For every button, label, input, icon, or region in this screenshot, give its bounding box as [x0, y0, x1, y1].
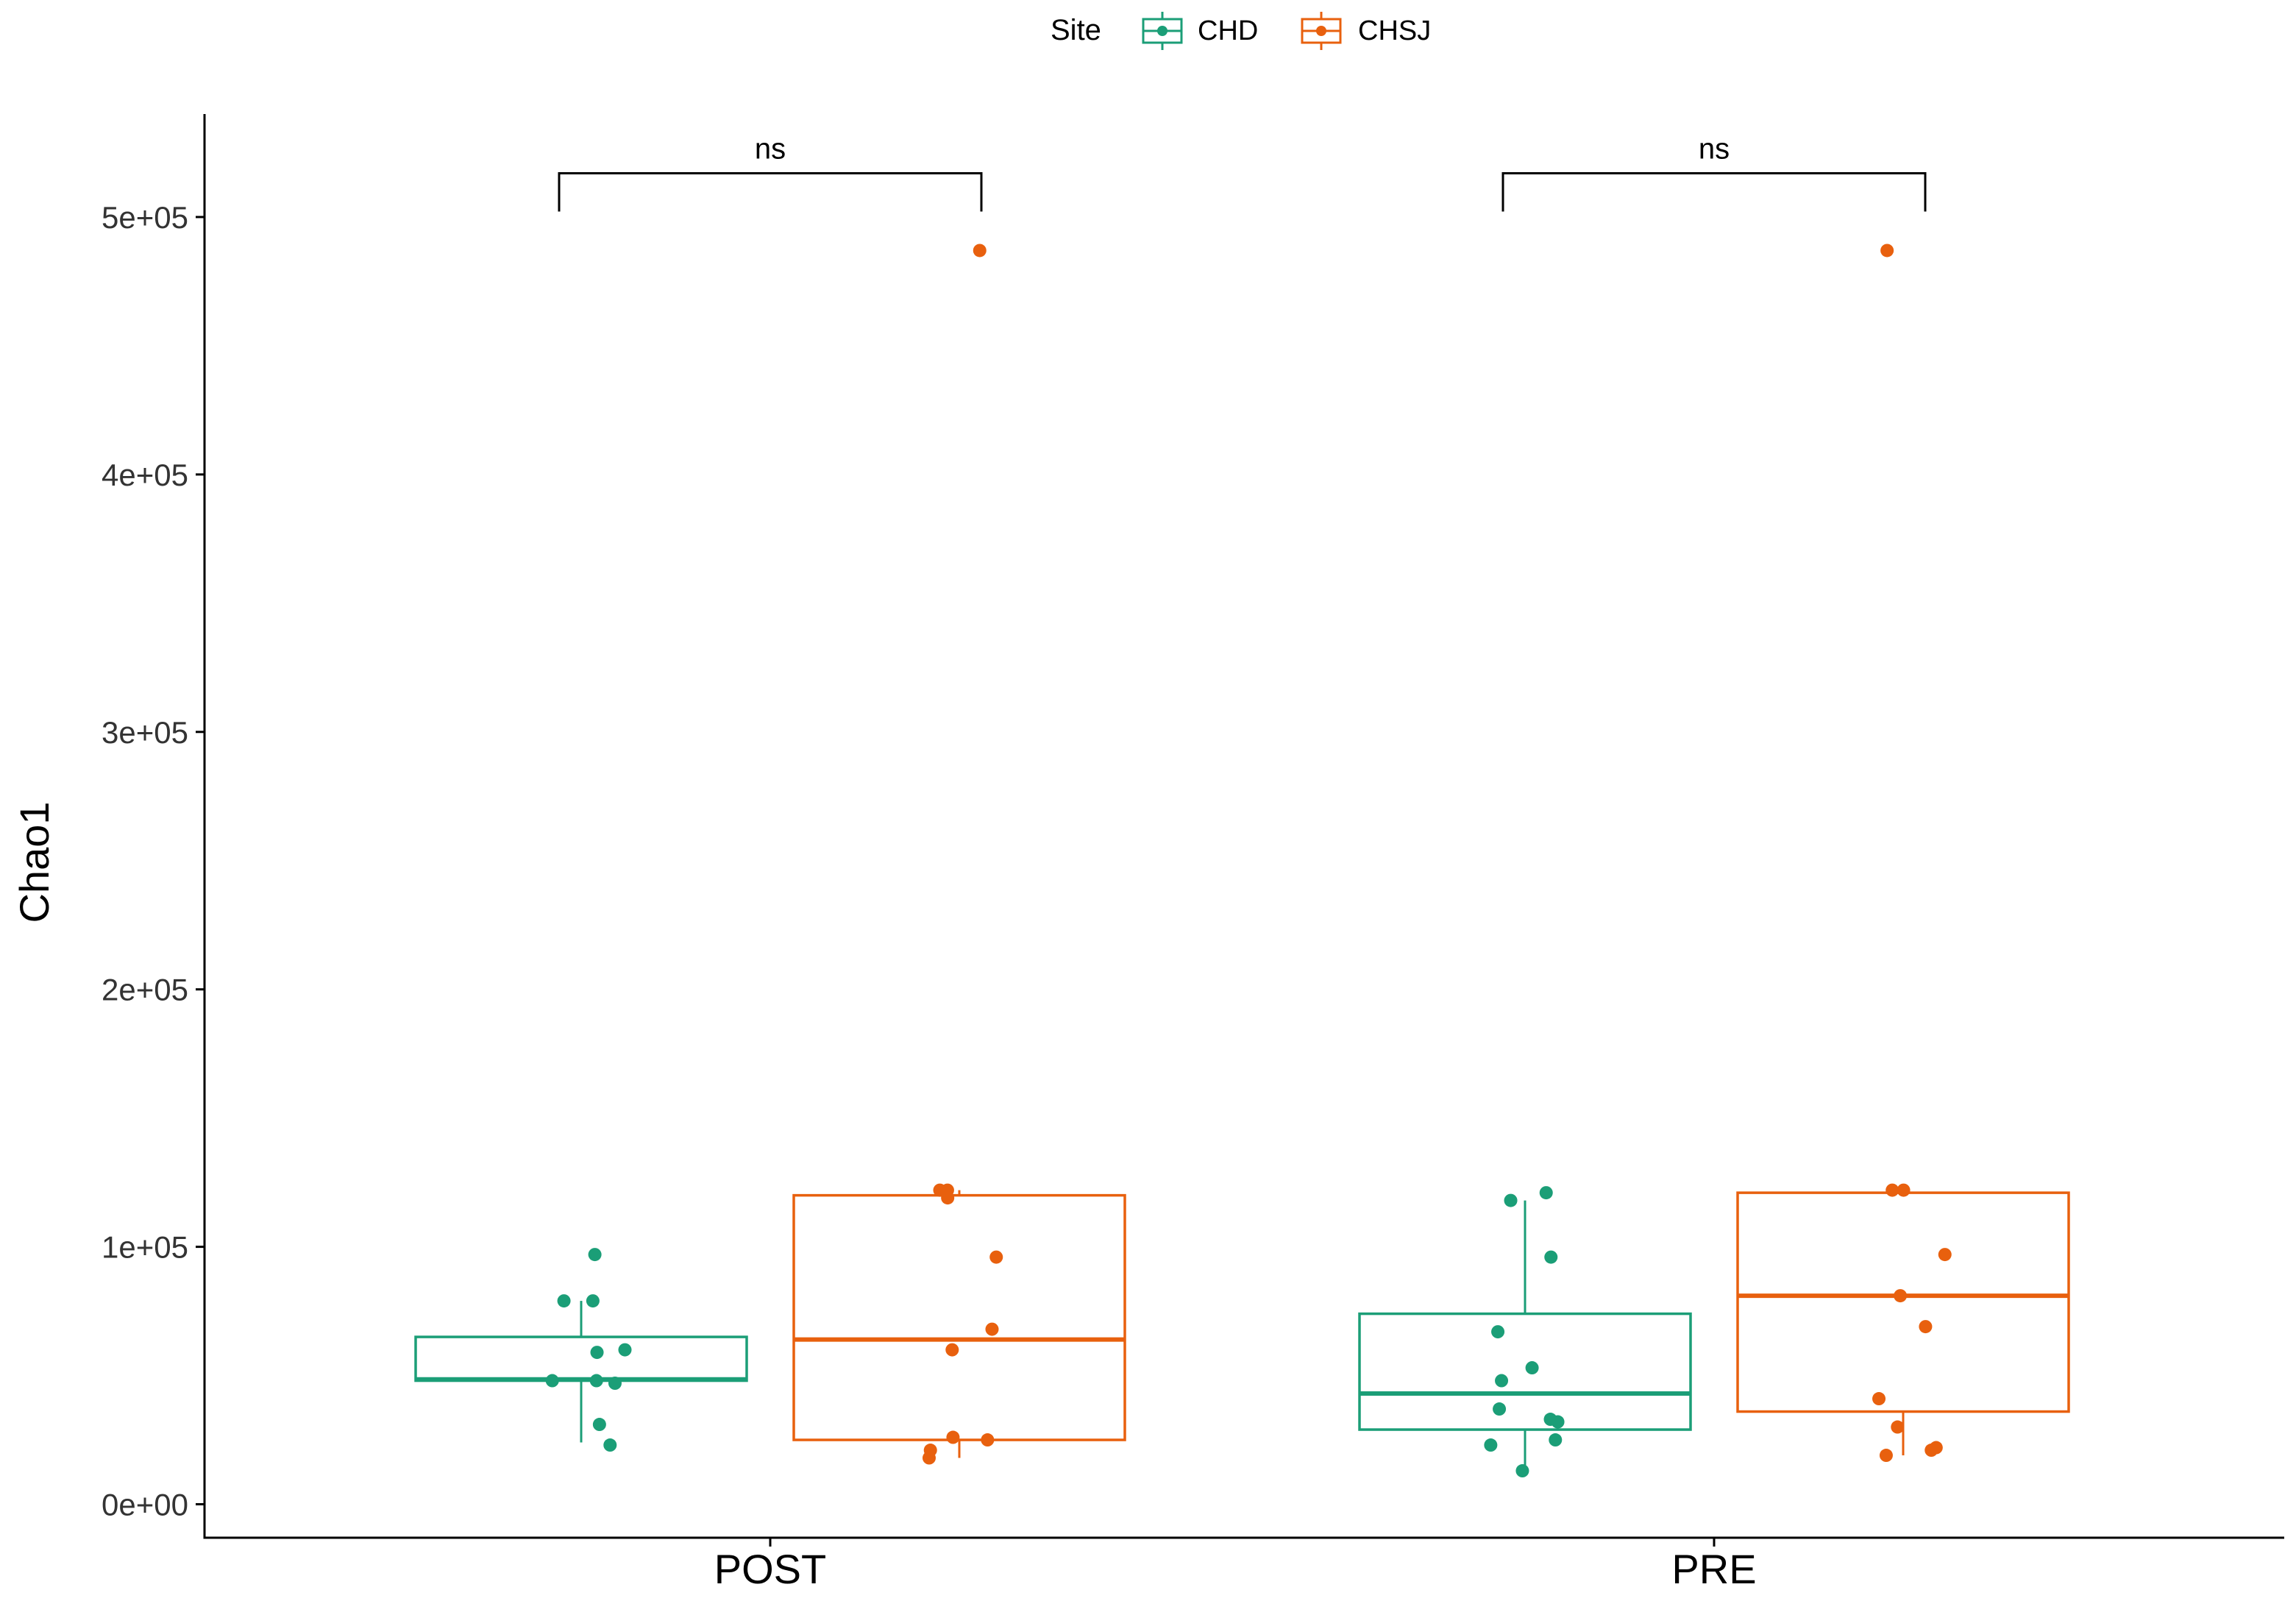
data-point	[981, 1433, 995, 1447]
legend-title: Site	[1051, 14, 1101, 46]
data-point	[1495, 1374, 1509, 1388]
box	[1736, 1191, 2070, 1413]
y-tick-label: 0e+00	[102, 1488, 188, 1522]
data-point	[590, 1346, 604, 1360]
data-point	[1872, 1392, 1886, 1406]
y-tick-label: 5e+05	[102, 200, 188, 235]
data-point	[1493, 1402, 1507, 1416]
bracket-line	[1501, 171, 1927, 212]
bracket-line	[558, 171, 983, 212]
data-point	[1504, 1193, 1518, 1207]
data-point	[1549, 1433, 1563, 1447]
data-point	[586, 1294, 600, 1308]
data-point	[545, 1374, 559, 1388]
x-tick-label: POST	[714, 1546, 826, 1592]
legend: Site CHD CHSJ	[1051, 12, 1431, 50]
data-point	[1879, 1449, 1893, 1463]
data-point	[945, 1343, 959, 1357]
data-point	[618, 1343, 632, 1357]
data-point	[946, 1430, 960, 1444]
points-chsj-post	[922, 244, 1003, 1465]
data-point	[941, 1191, 955, 1205]
points-chsj-pre	[1872, 244, 1952, 1463]
significance-bracket-pre: ns	[1501, 132, 1927, 212]
legend-key-chd	[1142, 12, 1183, 50]
significance-bracket-post: ns	[558, 132, 983, 212]
y-tick-label: 1e+05	[102, 1230, 188, 1265]
boxplot-chsj-post	[792, 1190, 1126, 1458]
data-point	[1539, 1186, 1553, 1200]
y-tick-label: 4e+05	[102, 458, 188, 492]
points-chd-post	[545, 1248, 632, 1452]
data-point	[1484, 1438, 1498, 1452]
data-point	[1897, 1183, 1911, 1197]
box	[1358, 1312, 1692, 1431]
data-point	[557, 1294, 571, 1308]
data-point	[1938, 1248, 1952, 1262]
legend-label-chsj: CHSJ	[1358, 15, 1431, 46]
data-point	[989, 1250, 1003, 1264]
data-point	[603, 1438, 617, 1452]
data-point	[985, 1322, 999, 1336]
y-tick-label: 3e+05	[102, 715, 188, 750]
data-point	[1515, 1464, 1529, 1478]
data-point	[589, 1374, 603, 1388]
data-point	[922, 1451, 936, 1465]
boxplot-chd-pre	[1358, 1200, 1692, 1469]
data-point	[608, 1377, 622, 1391]
data-point	[1886, 1183, 1899, 1197]
plot-marks	[414, 244, 2070, 1478]
data-point	[1880, 244, 1894, 258]
x-tick-label: PRE	[1671, 1546, 1756, 1592]
legend-label-chd: CHD	[1198, 15, 1258, 46]
significance-annotations: ns ns	[558, 132, 1927, 212]
data-point	[592, 1418, 606, 1432]
significance-label: ns	[755, 132, 786, 165]
legend-key-chsj	[1301, 12, 1342, 50]
boxplot-chd-post	[414, 1301, 748, 1443]
data-point	[1891, 1420, 1905, 1434]
significance-label: ns	[1699, 132, 1730, 165]
y-tick-label: 2e+05	[102, 973, 188, 1007]
data-point	[1919, 1320, 1933, 1334]
data-point	[588, 1248, 602, 1262]
points-chd-pre	[1484, 1186, 1565, 1478]
data-point	[973, 244, 987, 258]
x-axis-ticks: POST PRE	[714, 1538, 1757, 1592]
data-point	[1525, 1361, 1539, 1375]
boxplot-chsj-pre	[1736, 1190, 2070, 1456]
data-point	[1544, 1250, 1558, 1264]
data-point	[1551, 1415, 1565, 1429]
data-point	[1894, 1289, 1908, 1303]
box	[414, 1335, 748, 1382]
data-point	[1924, 1444, 1938, 1458]
y-axis-label: Chao1	[11, 801, 57, 923]
y-axis-ticks: 0e+00 1e+05 2e+05 3e+05 4e+05 5e+05	[102, 200, 205, 1522]
box	[792, 1193, 1126, 1441]
data-point	[1491, 1325, 1505, 1339]
